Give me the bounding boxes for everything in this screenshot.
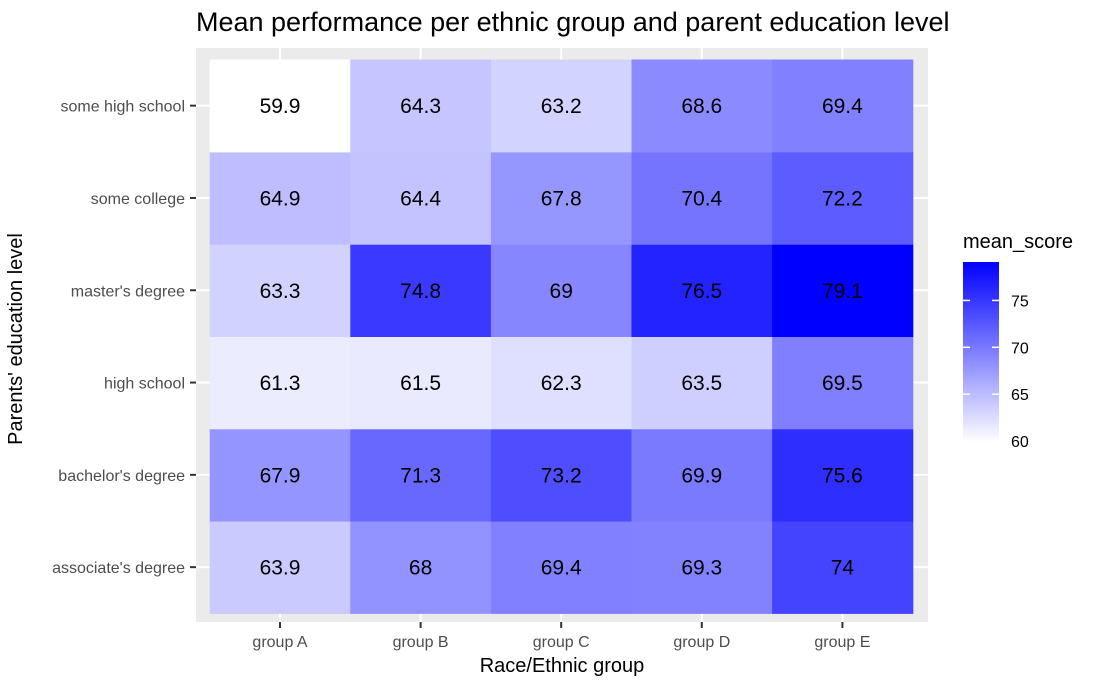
heatmap-cell	[209, 336, 351, 430]
x-tick-label: group C	[533, 634, 590, 651]
heatmap-cell	[490, 151, 633, 245]
legend-tick-label: 65	[1011, 387, 1029, 404]
x-tick-label: group B	[393, 634, 449, 651]
cell-value-label: 72.2	[822, 187, 863, 210]
heatmap-cell	[490, 59, 633, 153]
chart-title: Mean performance per ethnic group and pa…	[196, 7, 949, 37]
cell-value-label: 69.5	[822, 372, 863, 395]
heatmap-cell	[490, 428, 633, 522]
cell-value-label: 59.9	[260, 95, 301, 118]
cell-value-label: 79.1	[822, 280, 863, 303]
legend-tick-label: 70	[1011, 340, 1029, 357]
y-tick-label: bachelor's degree	[58, 468, 185, 485]
y-tick-label: some college	[91, 191, 185, 208]
plot-panel: 63.9 68 69.4 69.3 74 67.9 71.3 73.2 69.9 75.6 61.3…	[196, 48, 928, 622]
heatmap-cell	[631, 151, 773, 245]
legend-colorbar	[963, 262, 999, 442]
legend-ticks: 60 65 70 75	[963, 293, 1029, 451]
cell-value-label: 68.6	[681, 95, 722, 118]
heatmap-cell	[209, 521, 351, 614]
cell-value-label: 62.3	[541, 372, 582, 395]
y-tick-label: master's degree	[71, 283, 185, 300]
heatmap-cell	[772, 151, 914, 245]
cell-value-label: 69.3	[681, 557, 722, 580]
color-legend: mean_score 60 65 70 75	[963, 231, 1073, 451]
cell-value-labels: 63.9 68 69.4 69.3 74 67.9 71.3 73.2 69.9 75.6 61.3…	[260, 95, 864, 580]
cell-value-label: 68	[409, 557, 432, 580]
heatmap-cell	[772, 336, 914, 430]
heatmap-cell	[490, 521, 633, 614]
heatmap-cell	[350, 59, 492, 153]
cell-value-label: 64.4	[400, 187, 441, 210]
cell-value-label: 61.3	[260, 372, 301, 395]
x-axis: group A group B group C group D group E	[252, 622, 870, 651]
y-tick-label: associate's degree	[52, 560, 185, 577]
cell-value-label: 74	[831, 557, 855, 580]
heatmap-cell	[209, 244, 351, 337]
y-axis: associate's degree bachelor's degree high …	[52, 99, 196, 577]
heatmap-cell	[631, 428, 773, 522]
cell-value-label: 64.3	[400, 95, 441, 118]
heatmap-cell	[490, 244, 633, 337]
x-tick-label: group D	[673, 634, 730, 651]
heatmap-cell	[631, 336, 773, 430]
cell-value-label: 76.5	[681, 280, 722, 303]
heatmap-cell	[350, 151, 492, 245]
y-axis-title: Parents' education level	[5, 233, 27, 445]
heatmap-cell	[772, 521, 914, 614]
heatmap-cell	[631, 521, 773, 614]
heatmap-cell	[209, 428, 351, 522]
cell-value-label: 63.9	[260, 557, 301, 580]
heatmap-cells	[209, 59, 914, 614]
cell-value-label: 69	[550, 280, 573, 303]
heatmap-cell	[209, 59, 351, 153]
y-tick-label: high school	[104, 376, 185, 393]
cell-value-label: 74.8	[400, 280, 441, 303]
x-tick-label: group E	[814, 634, 870, 651]
y-tick-label: some high school	[60, 99, 185, 116]
heatmap-cell	[772, 428, 914, 522]
cell-value-label: 63.5	[681, 372, 722, 395]
cell-value-label: 70.4	[681, 187, 722, 210]
legend-tick-label: 75	[1011, 293, 1029, 310]
legend-tick-label: 60	[1011, 434, 1029, 451]
heatmap-cell	[350, 336, 492, 430]
cell-value-label: 69.9	[681, 464, 722, 487]
heatmap-cell	[209, 151, 351, 245]
cell-value-label: 71.3	[400, 464, 441, 487]
heatmap-cell	[631, 244, 773, 337]
cell-value-label: 73.2	[541, 464, 582, 487]
x-axis-title: Race/Ethnic group	[480, 655, 645, 677]
cell-value-label: 63.3	[260, 280, 301, 303]
cell-value-label: 75.6	[822, 464, 863, 487]
heatmap-cell	[350, 428, 492, 522]
heatmap-cell	[772, 244, 914, 337]
legend-title: mean_score	[963, 231, 1073, 253]
cell-value-label: 67.8	[541, 187, 582, 210]
cell-value-label: 69.4	[822, 95, 863, 118]
heatmap-cell	[490, 336, 633, 430]
cell-value-label: 67.9	[260, 464, 301, 487]
cell-value-label: 69.4	[541, 557, 582, 580]
heatmap-cell	[350, 521, 492, 614]
x-tick-label: group A	[252, 634, 307, 651]
cell-value-label: 61.5	[400, 372, 441, 395]
heatmap-cell	[350, 244, 492, 337]
heatmap-cell	[631, 59, 773, 153]
cell-value-label: 63.2	[541, 95, 582, 118]
cell-value-label: 64.9	[260, 187, 301, 210]
heatmap-cell	[772, 59, 914, 153]
